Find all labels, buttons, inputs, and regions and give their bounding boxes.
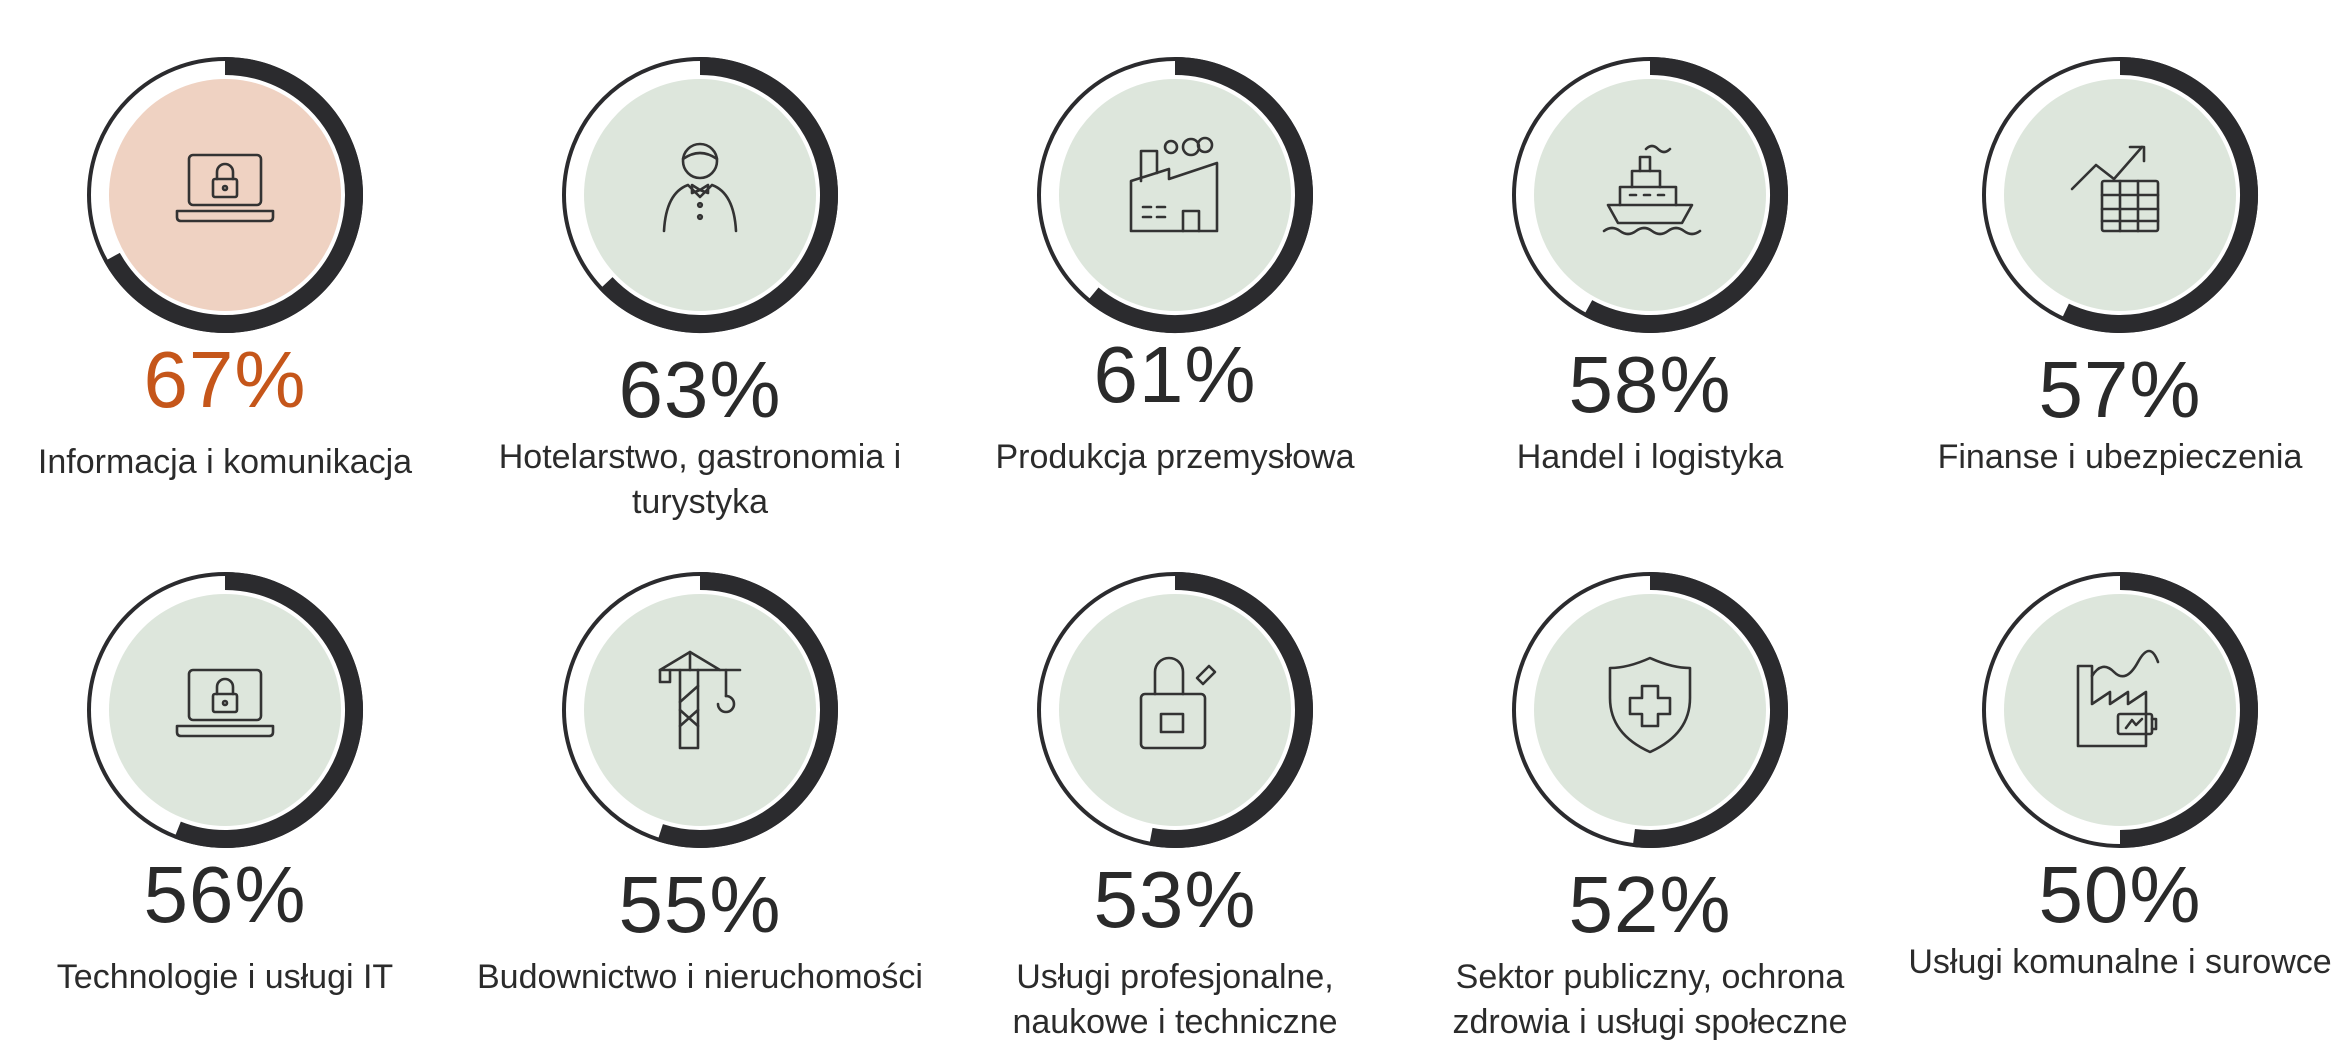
crane-icon [658, 650, 742, 750]
sector-label: Sektor publiczny, ochrona zdrowia i usłu… [1452, 958, 1848, 1041]
sector-label: Budownictwo i nieruchomości [477, 958, 923, 996]
percentage-value: 55% [618, 860, 782, 949]
percentage-value: 56% [143, 850, 307, 939]
factory-icon [1129, 136, 1219, 233]
finance-chart-icon [2070, 145, 2160, 233]
sector-label: Usługi profesjonalne, naukowe i technicz… [1012, 958, 1338, 1041]
icon-disc [109, 79, 341, 311]
icon-disc [109, 594, 341, 826]
sector-tile: 55% Budownictwo i nieruchomości [475, 545, 945, 1045]
sector-label: Produkcja przemysłowa [995, 438, 1355, 476]
value-arc [1149, 572, 1313, 848]
percentage-value: 67% [143, 335, 307, 424]
progress-ring [1037, 57, 1313, 333]
icon-disc [1059, 594, 1291, 826]
sector-tile: 50% Usługi komunalne i surowce [1895, 545, 2348, 1045]
sector-label: Technologie i usługi IT [56, 958, 394, 996]
value-arc [174, 572, 363, 848]
progress-ring [87, 57, 363, 333]
sector-label: Handel i logistyka [1516, 438, 1784, 476]
briefcase-pen-icon [1139, 656, 1217, 750]
value-arc [104, 57, 363, 333]
laptop-lock-icon [175, 153, 275, 223]
progress-ring [562, 572, 838, 848]
sector-tile: 67% Informacja i komunikacja [0, 30, 470, 530]
value-arc [2119, 572, 2258, 848]
percentage-value: 63% [618, 345, 782, 434]
icon-disc [584, 79, 816, 311]
shield-cross-icon [1608, 656, 1692, 754]
percentage-value: 61% [1093, 330, 1257, 419]
value-arc [2061, 57, 2258, 333]
percentage-value: 52% [1568, 860, 1732, 949]
sector-tile: 52% Sektor publiczny, ochrona zdrowia i u… [1425, 545, 1895, 1045]
sector-tile: 53% Usługi profesjonalne, naukowe i techn… [950, 545, 1420, 1045]
progress-ring [1512, 572, 1788, 848]
value-arc [657, 572, 838, 848]
sector-tile: 56% Technologie i usługi IT [0, 545, 470, 1045]
progress-ring [562, 57, 838, 333]
sector-label: Usługi komunalne i surowce [1908, 943, 2332, 981]
progress-ring [1982, 572, 2258, 848]
sector-tile: 63% Hotelarstwo, gastronomia i turystyka [475, 30, 945, 530]
value-arc [1583, 57, 1788, 333]
icon-disc [2004, 594, 2236, 826]
percentage-value: 53% [1093, 855, 1257, 944]
progress-ring [87, 572, 363, 848]
icon-disc [584, 594, 816, 826]
sector-label: Finanse i ubezpieczenia [1937, 438, 2303, 476]
percentage-value: 50% [2038, 850, 2202, 939]
ship-icon [1602, 144, 1702, 236]
value-arc [1632, 572, 1788, 848]
sector-tile: 61% Produkcja przemysłowa [950, 30, 1420, 530]
waiter-icon [662, 142, 738, 233]
progress-ring [1037, 572, 1313, 848]
progress-ring [1982, 57, 2258, 333]
sector-label: Informacja i komunikacja [37, 443, 413, 481]
factory-battery-icon [2076, 649, 2160, 748]
sector-tile: 57% Finanse i ubezpieczenia [1895, 30, 2348, 530]
percentage-value: 58% [1568, 340, 1732, 429]
value-arc [599, 57, 838, 333]
laptop-lock-icon [175, 668, 275, 738]
sector-label: Hotelarstwo, gastronomia i turystyka [498, 438, 902, 521]
progress-ring [1512, 57, 1788, 333]
value-arc [1087, 57, 1313, 333]
icon-disc [1059, 79, 1291, 311]
percentage-value: 57% [2038, 345, 2202, 434]
icon-disc [1534, 594, 1766, 826]
sector-tile: 58% Handel i logistyka [1425, 30, 1895, 530]
